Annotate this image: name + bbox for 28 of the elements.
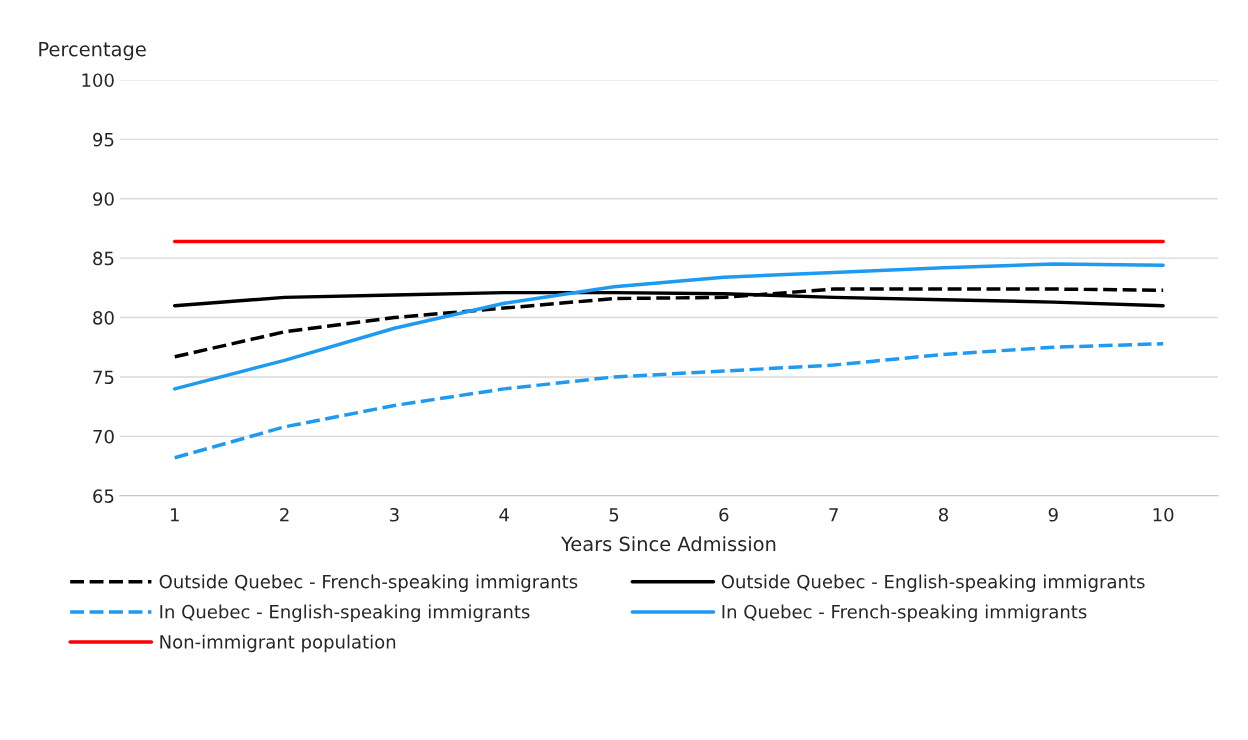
y-axis-title: Percentage bbox=[39, 42, 146, 61]
y-tick-label: 100 bbox=[82, 73, 114, 88]
x-tick-label: 5 bbox=[609, 508, 619, 522]
x-tick-label: 9 bbox=[1048, 507, 1058, 522]
x-tick-label: 1 bbox=[170, 508, 179, 522]
legend-label: Outside Quebec - French-speaking immigrants bbox=[159, 574, 578, 592]
y-tick-label: 70 bbox=[93, 429, 114, 444]
x-tick-label: 6 bbox=[719, 507, 729, 522]
y-tick-label: 65 bbox=[93, 489, 114, 503]
x-tick-label: 7 bbox=[829, 508, 838, 522]
line-series bbox=[172, 341, 1165, 460]
y-tick-label: 85 bbox=[93, 251, 114, 266]
x-tick-label: 8 bbox=[938, 507, 948, 522]
x-tick-label: 4 bbox=[499, 508, 509, 522]
y-tick-label: 80 bbox=[93, 311, 114, 325]
y-tick-label: 90 bbox=[93, 192, 114, 206]
y-tick-label: 75 bbox=[93, 370, 114, 385]
y-tick-label: 95 bbox=[93, 132, 114, 147]
legend-label: Non-immigrant population bbox=[160, 634, 396, 653]
legend-label: Outside Quebec - English-speaking immigrants bbox=[721, 574, 1145, 592]
x-tick-label: 2 bbox=[280, 507, 289, 522]
x-tick-label: 10 bbox=[1153, 507, 1174, 522]
x-tick-label: 3 bbox=[390, 507, 399, 522]
line-series bbox=[172, 287, 1165, 359]
legend-label: In Quebec - English-speaking immigrants bbox=[160, 604, 530, 623]
legend-label: In Quebec - French-speaking immigrants bbox=[722, 604, 1087, 623]
x-axis-title: Years Since Admission bbox=[560, 536, 776, 552]
line-series bbox=[172, 262, 1165, 391]
